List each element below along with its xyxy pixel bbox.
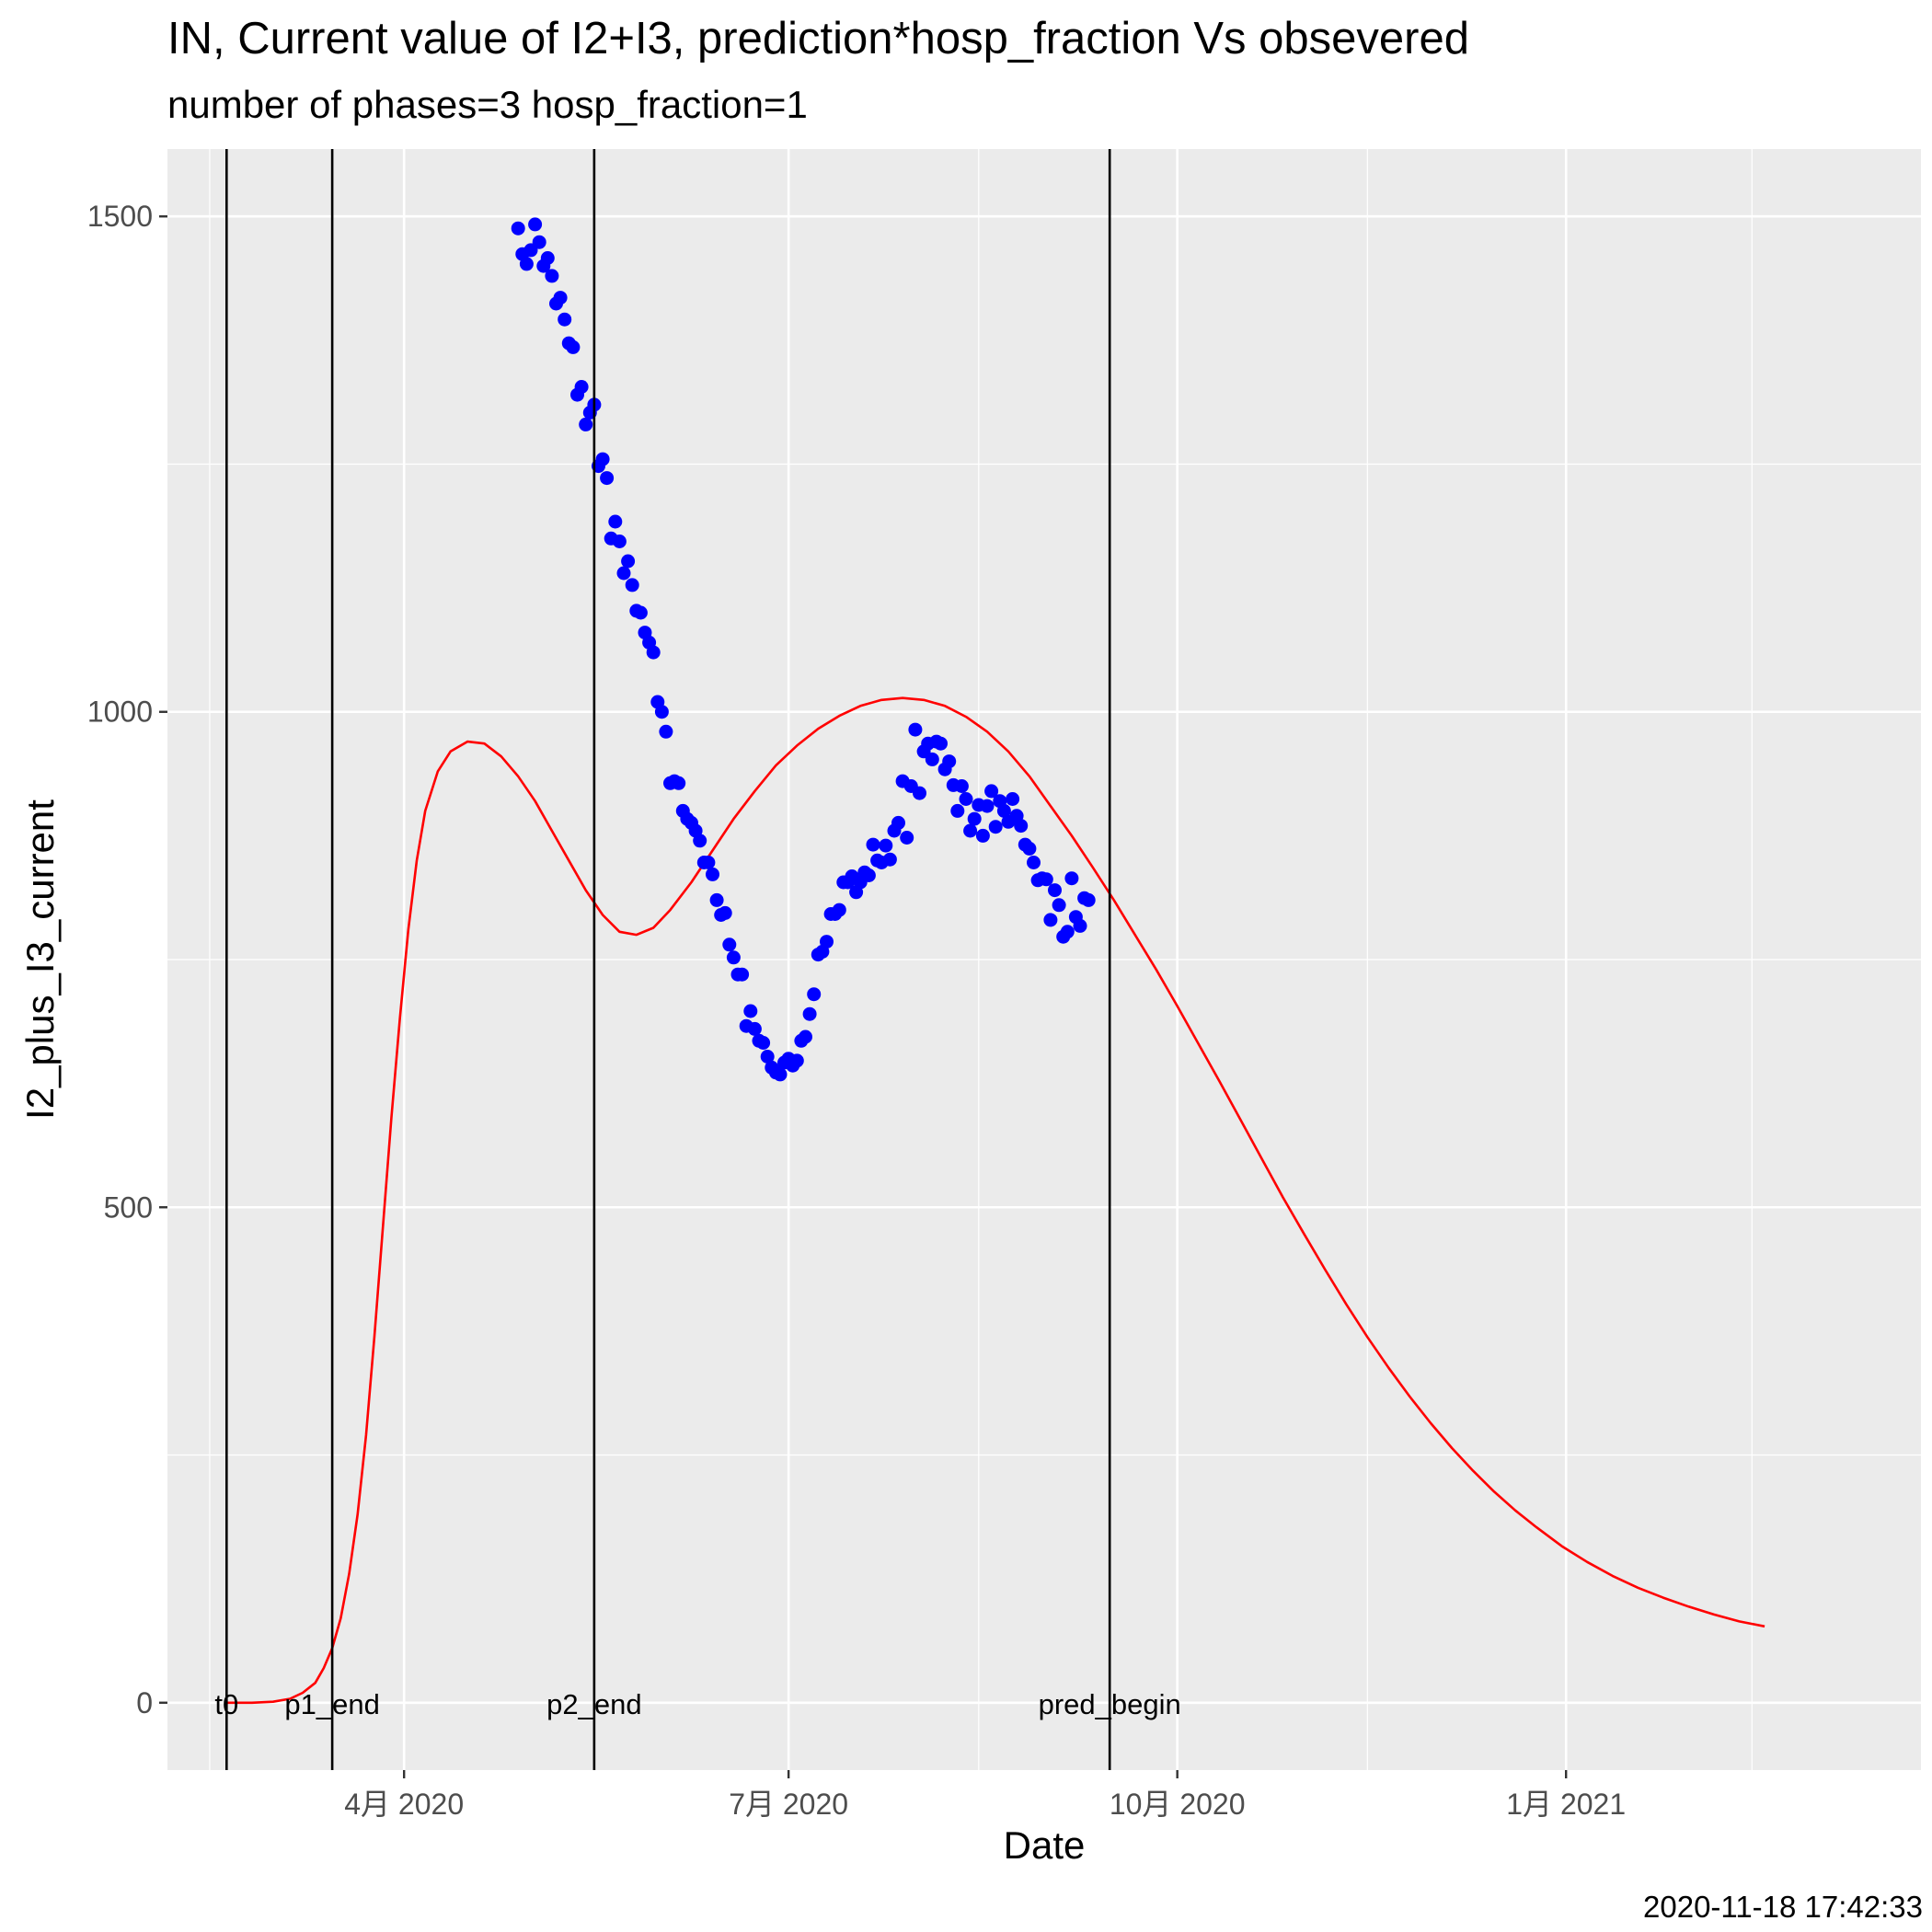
observed-point xyxy=(1060,925,1075,939)
observed-point xyxy=(654,705,669,719)
observed-point xyxy=(633,605,648,620)
observed-point xyxy=(600,471,615,486)
observed-point xyxy=(975,828,990,843)
observed-point xyxy=(1039,872,1053,887)
observed-point xyxy=(913,786,926,800)
observed-point xyxy=(832,903,846,917)
observed-point xyxy=(807,987,822,1002)
observed-point xyxy=(511,221,525,236)
observed-point xyxy=(802,1006,817,1021)
observed-point xyxy=(908,722,923,737)
observed-point xyxy=(934,736,948,751)
observed-point xyxy=(528,217,543,232)
x-tick-label: 10月 2020 xyxy=(1110,1788,1246,1821)
observed-point xyxy=(558,312,572,327)
observed-point xyxy=(735,967,750,982)
observed-point xyxy=(718,905,732,920)
observed-point xyxy=(1027,856,1041,869)
observed-point xyxy=(988,820,1003,834)
x-tick-label: 4月 2020 xyxy=(344,1788,464,1821)
timestamp: 2020-11-18 17:42:33 xyxy=(1643,1890,1923,1924)
observed-point xyxy=(701,856,716,869)
observed-point xyxy=(616,566,631,581)
y-axis-title: I2_plus_I3_current xyxy=(18,799,62,1120)
observed-point xyxy=(984,784,999,799)
observed-point xyxy=(1081,892,1096,907)
observed-point xyxy=(625,578,639,592)
observed-point xyxy=(532,235,546,249)
observed-point xyxy=(659,724,673,739)
observed-point xyxy=(900,831,914,845)
observed-point xyxy=(925,752,939,766)
observed-point xyxy=(879,838,893,853)
observed-point xyxy=(967,811,982,826)
observed-point xyxy=(608,514,623,529)
observed-point xyxy=(706,867,719,881)
grid-major xyxy=(167,149,1921,1770)
observed-point xyxy=(1048,883,1062,898)
observed-point xyxy=(996,803,1011,818)
observed-point xyxy=(756,1036,771,1050)
x-axis-title: Date xyxy=(1004,1823,1086,1867)
observed-point xyxy=(950,803,965,818)
observed-point xyxy=(595,452,610,466)
observed-point xyxy=(789,1053,804,1068)
observed-point xyxy=(743,1004,758,1018)
y-tick-label: 1500 xyxy=(87,200,153,233)
observed-point xyxy=(954,779,969,793)
observed-point xyxy=(959,792,973,806)
chart-subtitle: number of phases=3 hosp_fraction=1 xyxy=(167,83,808,126)
y-tick-label: 500 xyxy=(104,1190,153,1224)
phase-lines-layer: t0 p1_end p2_end pred_begin xyxy=(214,149,1181,1770)
observed-point xyxy=(980,799,995,813)
observed-point xyxy=(612,535,627,548)
observed-point xyxy=(553,291,568,305)
y-tick-label: 1000 xyxy=(87,696,153,729)
observed-point xyxy=(1073,918,1087,933)
observed-point xyxy=(799,1029,812,1044)
phase-label: p1_end xyxy=(284,1688,379,1720)
observed-point xyxy=(963,823,978,838)
y-tick-label: 0 xyxy=(136,1686,153,1719)
observed-point xyxy=(1022,841,1037,856)
observed-point xyxy=(773,1067,788,1082)
prediction-layer xyxy=(226,696,1765,1705)
observed-point xyxy=(693,834,707,848)
observed-point xyxy=(672,776,686,790)
prediction-line xyxy=(226,696,1765,1705)
observed-point xyxy=(1052,898,1066,913)
observed-point xyxy=(574,380,589,394)
observed-point xyxy=(1064,871,1079,886)
phase-label: t0 xyxy=(214,1688,238,1720)
phase-label: p2_end xyxy=(546,1688,641,1720)
observed-point xyxy=(709,892,724,907)
observed-point xyxy=(540,251,555,265)
observed-point xyxy=(621,554,636,569)
observed-point xyxy=(760,1050,775,1064)
observed-point xyxy=(545,269,559,283)
observed-point xyxy=(866,837,880,852)
observed-point xyxy=(722,937,737,952)
observed-point xyxy=(566,339,581,354)
observed-point xyxy=(882,852,897,867)
x-tick-label: 7月 2020 xyxy=(729,1788,848,1821)
phase-label: pred_begin xyxy=(1039,1688,1181,1720)
observed-point xyxy=(1043,913,1058,927)
observed-point xyxy=(519,257,534,271)
chart-title: IN, Current value of I2+I3, prediction*h… xyxy=(167,14,1469,63)
observed-point xyxy=(861,868,876,882)
axes-layer: 0 500 1000 1500 4月 2020 7月 2020 10月 2020 1月 202… xyxy=(87,200,1626,1821)
observed-points-layer xyxy=(511,217,1096,1082)
observed-point xyxy=(747,1021,762,1036)
observed-point xyxy=(646,645,661,660)
observed-point xyxy=(726,950,741,965)
observed-point xyxy=(1014,819,1029,834)
x-tick-label: 1月 2021 xyxy=(1506,1788,1626,1821)
observed-point xyxy=(891,815,905,830)
observed-point xyxy=(942,754,957,769)
observed-point xyxy=(579,417,593,431)
observed-point xyxy=(1006,792,1020,806)
observed-point xyxy=(820,935,834,949)
